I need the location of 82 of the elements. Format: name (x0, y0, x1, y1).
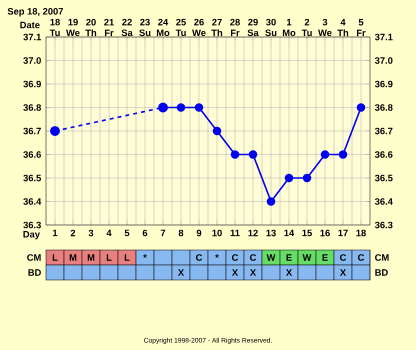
y-tick-label: 36.6 (23, 151, 41, 158)
y-tick-label: 36.3 (23, 222, 41, 228)
text: C (232, 254, 238, 261)
x2-tick-label: 4 Th (337, 18, 348, 36)
x2-tick-label: 3 We (318, 18, 332, 36)
x2-tick-label: 19 We (66, 18, 80, 36)
x-tick-label: 10 (212, 230, 222, 236)
x-tick-label: 4 (106, 230, 112, 236)
text: X (286, 269, 292, 276)
text: W (266, 254, 276, 261)
x-tick-label: 8 (178, 230, 184, 236)
x-tick-label: 7 (160, 230, 166, 236)
x2-tick-label: 26 We (192, 18, 206, 36)
x2-tick-label: 21 Fr (104, 18, 114, 36)
y-tick-label: 36.7 (23, 128, 41, 134)
text: X (250, 269, 256, 276)
x2-tick-label: 24 Mo (156, 18, 170, 36)
y-tick-label: 37.1 (23, 34, 42, 40)
text: * (143, 254, 147, 258)
x-tick-label: 13 (266, 230, 276, 236)
x2-tick-label: 25 Tu (176, 18, 186, 36)
text: C (250, 254, 256, 261)
x-tick-label: 1 (52, 230, 58, 236)
x2-tick-label: 30 Su (265, 18, 276, 36)
y-tick-label: BD (28, 269, 41, 276)
chart-title: Sep 18, 2007 (8, 8, 63, 16)
text: L (124, 254, 130, 261)
text: E (322, 254, 328, 261)
text: * (215, 254, 219, 258)
y2-tick-label: 36.8 (374, 104, 393, 111)
text: E (286, 254, 292, 261)
x2-tick-label: 20 Th (85, 18, 96, 36)
y2-tick-label: 37.0 (374, 57, 392, 64)
x-tick-label: 15 (302, 230, 312, 236)
text: X (178, 269, 184, 276)
x2-tick-label: 18 Tu (50, 18, 60, 36)
text: M (70, 254, 76, 261)
x-tick-label: 2 (70, 230, 76, 236)
text: M (88, 254, 94, 261)
y2-tick-label: 36.4 (374, 198, 393, 205)
x2-axis-title: Date (20, 22, 40, 28)
text: L (52, 254, 58, 261)
text: C (358, 254, 364, 261)
x2-tick-label: 28 Fr (230, 18, 240, 36)
x-tick-label: 3 (88, 230, 94, 236)
text: X (232, 269, 238, 276)
y-tick-label: CM (27, 254, 41, 261)
x-tick-label: 14 (284, 230, 294, 236)
x-tick-label: 11 (230, 230, 240, 236)
text: C (340, 254, 346, 261)
x2-tick-label: 23 Su (139, 18, 150, 36)
y2-tick-label: 36.6 (374, 151, 393, 158)
y2-tick-label: 36.9 (374, 80, 393, 88)
y2-tick-label: 37.1 (374, 34, 393, 40)
x2-tick-label: 2 Tu (302, 18, 312, 36)
y2-tick-label: 36.7 (374, 128, 392, 134)
x2-tick-label: 27 Th (211, 18, 222, 36)
x-tick-label: 12 (248, 230, 258, 236)
x2-tick-label: 1 Mo (282, 18, 296, 36)
x-tick-label: 16 (320, 230, 330, 236)
x-tick-label: 5 (124, 230, 130, 236)
y-tick-label: 36.4 (23, 198, 42, 205)
x2-tick-label: 29 Sa (248, 18, 259, 36)
x-tick-label: 6 (142, 230, 148, 236)
x-axis-title: Day (23, 231, 40, 240)
text: W (302, 254, 312, 261)
x-tick-label: 18 (356, 230, 366, 236)
y-tick-label: 36.8 (23, 104, 41, 111)
y-tick-label: 37.0 (23, 57, 41, 64)
y2-tick-label: 36.5 (374, 174, 393, 182)
x-tick-label: 17 (338, 230, 348, 236)
y2-tick-label: BD (375, 269, 388, 276)
text: L (106, 254, 112, 261)
text: X (340, 269, 346, 276)
x2-tick-label: 22 Sa (122, 18, 133, 36)
y-tick-label: 36.5 (23, 174, 42, 182)
y2-tick-label: CM (375, 254, 389, 261)
y-tick-label: 36.9 (23, 80, 41, 88)
x-tick-label: 9 (196, 230, 202, 236)
y2-tick-label: 36.3 (374, 222, 393, 228)
text: C (196, 254, 202, 261)
x2-tick-label: 5 Fr (356, 18, 366, 36)
